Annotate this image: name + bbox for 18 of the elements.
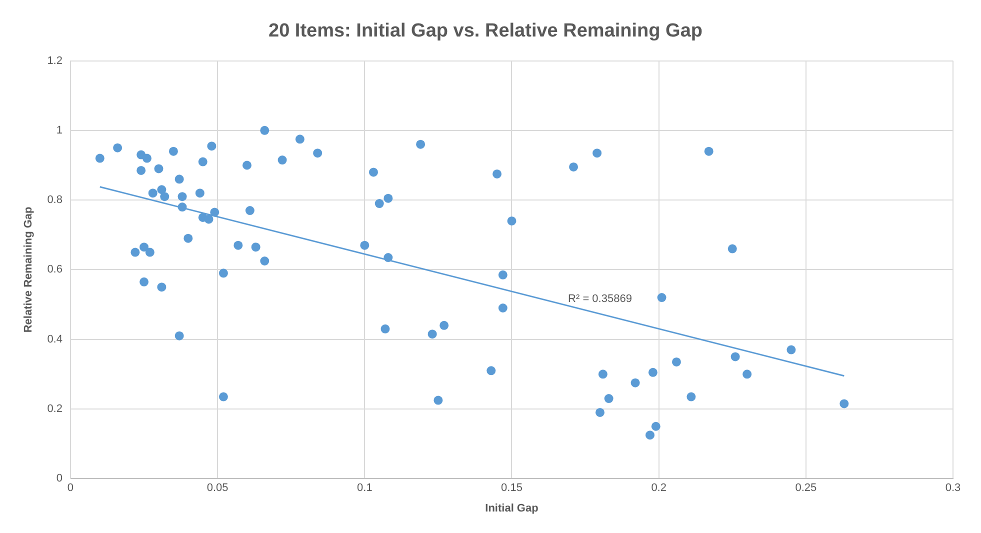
x-tick-label: 0.2 [651, 482, 666, 494]
x-tick-label: 0.1 [357, 482, 372, 494]
y-tick-label: 1 [56, 124, 62, 136]
x-tick-label: 0.15 [501, 482, 522, 494]
x-tick-label: 0 [67, 482, 74, 494]
y-tick-label: 0.2 [47, 403, 62, 415]
y-tick-label: 0.8 [47, 194, 62, 206]
x-tick-label: 0.3 [945, 482, 961, 494]
y-tick-label: 0.4 [47, 333, 62, 346]
annotation: R² = 0.35869 [568, 292, 632, 305]
x-tick-label: 0.25 [795, 482, 817, 494]
y-tick-label: 0.6 [47, 264, 62, 276]
y-axis-title: Relative Remaining Gap [22, 206, 35, 333]
y-tick-label: 0 [56, 472, 62, 485]
x-tick-label: 0.05 [206, 482, 228, 494]
y-tick-label: 1.2 [47, 54, 62, 67]
chart-title: 20 Items: Initial Gap vs. Relative Remaining Gap [268, 20, 702, 42]
x-axis-title: Initial Gap [485, 502, 539, 514]
